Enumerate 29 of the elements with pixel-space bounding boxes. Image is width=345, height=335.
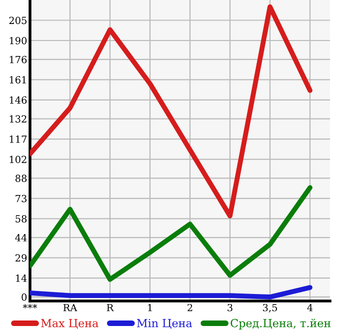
legend-label: Max Цена: [41, 319, 98, 329]
line-series: [30, 185, 312, 282]
legend-label: Сред.Цена, т.йен: [230, 318, 331, 330]
y-tick-label: 161: [10, 76, 26, 84]
y-tick-label: 117: [10, 136, 27, 143]
x-tick-label: 1: [148, 304, 152, 312]
y-tick-label: 73: [16, 194, 26, 202]
x-tick-label: 3: [228, 304, 232, 312]
x-tick-label: 2: [188, 304, 192, 312]
x-tick-label: ***: [22, 304, 38, 308]
x-tick-label: 4: [307, 304, 313, 312]
y-tick-label: 102: [10, 156, 26, 164]
y-tick-label: 44: [15, 234, 27, 242]
y-tick-label: 132: [10, 115, 26, 123]
x-tick-label: RA: [63, 304, 78, 312]
y-tick-label: 14: [16, 274, 27, 282]
y-tick-label: 176: [10, 56, 27, 64]
y-tick-label: 205: [9, 16, 26, 24]
x-tick-label: 3,5: [263, 304, 277, 312]
y-tick-label: 190: [10, 36, 27, 44]
y-tick-label: 58: [16, 215, 27, 222]
y-tick-label: 0: [22, 293, 27, 301]
y-tick-label: 88: [16, 174, 27, 182]
line-series: [30, 4, 312, 218]
y-tick-label: 29: [16, 254, 27, 262]
line-series: [30, 285, 312, 300]
y-tick-label: 146: [10, 96, 27, 104]
x-tick-label: R: [106, 304, 114, 312]
legend-label: Min Цена: [136, 318, 192, 329]
